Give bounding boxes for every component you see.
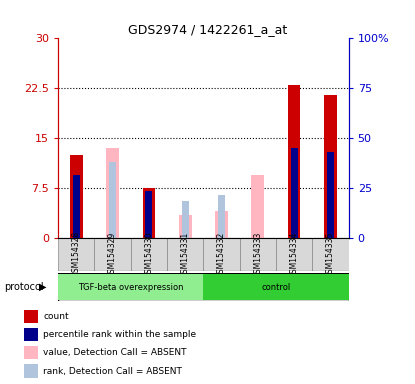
Bar: [70, 155, 83, 238]
Text: GSM154329: GSM154329: [108, 231, 117, 278]
Text: ▶: ▶: [39, 282, 47, 292]
Bar: [167, 238, 203, 271]
Text: GSM154332: GSM154332: [217, 231, 226, 278]
Bar: [312, 238, 349, 271]
Bar: [131, 238, 167, 271]
Bar: [327, 152, 334, 238]
Bar: [24, 364, 38, 377]
Text: GSM154333: GSM154333: [253, 231, 262, 278]
Bar: [288, 85, 300, 238]
Bar: [24, 346, 38, 359]
Bar: [324, 95, 337, 238]
Bar: [251, 175, 264, 238]
Bar: [58, 274, 203, 300]
Bar: [182, 202, 189, 238]
Text: GSM154330: GSM154330: [144, 231, 154, 278]
Text: GDS2974 / 1422261_a_at: GDS2974 / 1422261_a_at: [128, 23, 287, 36]
Text: TGF-beta overexpression: TGF-beta overexpression: [78, 283, 183, 291]
Bar: [24, 328, 38, 341]
Bar: [58, 238, 95, 271]
Text: value, Detection Call = ABSENT: value, Detection Call = ABSENT: [43, 348, 187, 357]
Text: count: count: [43, 312, 69, 321]
Bar: [73, 175, 80, 238]
Bar: [24, 310, 38, 323]
Text: control: control: [261, 283, 290, 291]
Bar: [179, 215, 192, 238]
Bar: [240, 238, 276, 271]
Bar: [95, 238, 131, 271]
Bar: [109, 162, 116, 238]
Bar: [142, 188, 155, 238]
Text: GSM154331: GSM154331: [181, 231, 190, 278]
Bar: [276, 238, 312, 271]
Bar: [145, 192, 152, 238]
Bar: [203, 238, 240, 271]
Bar: [290, 148, 298, 238]
Bar: [106, 148, 119, 238]
Text: GSM154334: GSM154334: [290, 231, 299, 278]
Text: percentile rank within the sample: percentile rank within the sample: [43, 330, 196, 339]
Bar: [218, 195, 225, 238]
Text: GSM154328: GSM154328: [72, 231, 81, 278]
Bar: [215, 212, 228, 238]
Text: rank, Detection Call = ABSENT: rank, Detection Call = ABSENT: [43, 367, 182, 376]
Bar: [203, 274, 349, 300]
Text: protocol: protocol: [4, 282, 44, 292]
Text: GSM154335: GSM154335: [326, 231, 335, 278]
